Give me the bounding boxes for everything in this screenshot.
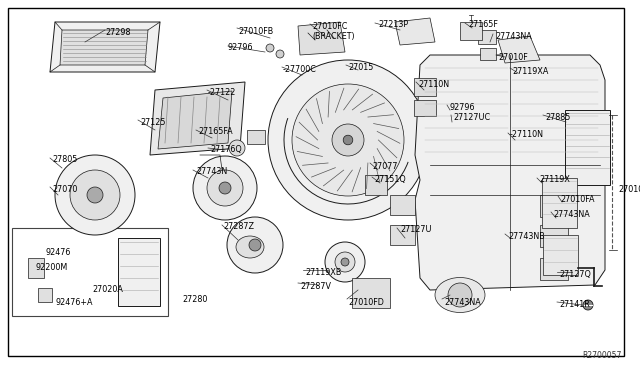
Bar	[414, 78, 436, 96]
Text: 27015: 27015	[348, 63, 373, 72]
Text: 27287Z: 27287Z	[223, 222, 254, 231]
Text: 27885: 27885	[545, 113, 570, 122]
Text: 92476: 92476	[46, 248, 72, 257]
Bar	[38, 288, 52, 302]
Circle shape	[332, 124, 364, 156]
Text: 27077: 27077	[372, 162, 397, 171]
Polygon shape	[415, 55, 605, 290]
Polygon shape	[60, 30, 148, 65]
Polygon shape	[395, 18, 435, 45]
Ellipse shape	[435, 278, 485, 312]
Bar	[478, 30, 496, 44]
Text: 27119X: 27119X	[539, 175, 570, 184]
Text: 92796: 92796	[228, 43, 253, 52]
Text: 27280: 27280	[182, 295, 207, 304]
Text: 27151Q: 27151Q	[374, 175, 406, 184]
Polygon shape	[158, 91, 232, 149]
Bar	[118, 238, 160, 306]
Text: 27110N: 27110N	[418, 80, 449, 89]
Text: -27700C: -27700C	[283, 65, 317, 74]
Circle shape	[70, 170, 120, 220]
Text: 27010: 27010	[618, 185, 640, 194]
Text: 27287V: 27287V	[300, 282, 331, 291]
Text: 27119XA: 27119XA	[512, 67, 548, 76]
Text: 27010FC: 27010FC	[312, 22, 348, 31]
Bar	[247, 130, 265, 144]
Bar	[540, 195, 568, 217]
Polygon shape	[150, 82, 245, 155]
Circle shape	[268, 60, 428, 220]
Text: 92200M: 92200M	[36, 263, 68, 272]
Polygon shape	[298, 22, 345, 55]
Circle shape	[292, 84, 404, 196]
Text: 27127U: 27127U	[400, 225, 431, 234]
Text: 27010FA: 27010FA	[560, 195, 595, 204]
Bar	[542, 178, 577, 228]
Circle shape	[227, 217, 283, 273]
Circle shape	[583, 300, 593, 310]
Text: 27020A: 27020A	[92, 285, 123, 294]
Bar	[540, 258, 568, 280]
Text: 27125: 27125	[140, 118, 166, 127]
Bar	[540, 225, 568, 247]
Polygon shape	[50, 22, 160, 72]
Text: 27165FA: 27165FA	[198, 127, 232, 136]
Text: 27070: 27070	[52, 185, 77, 194]
Text: 27298: 27298	[105, 28, 131, 37]
Bar	[12, 228, 168, 316]
Text: R2700057: R2700057	[582, 351, 622, 360]
Bar	[565, 110, 610, 185]
Circle shape	[207, 170, 243, 206]
Text: 27010F: 27010F	[498, 53, 528, 62]
Text: (BRACKET): (BRACKET)	[312, 32, 355, 41]
Circle shape	[193, 156, 257, 220]
Text: 27743N: 27743N	[196, 167, 227, 176]
Circle shape	[335, 252, 355, 272]
Bar	[480, 48, 496, 60]
Circle shape	[266, 44, 274, 52]
Text: 27141R: 27141R	[559, 300, 589, 309]
Text: 27165F: 27165F	[468, 20, 498, 29]
Text: 27805: 27805	[52, 155, 77, 164]
Circle shape	[55, 155, 135, 235]
Bar	[390, 195, 415, 215]
Bar	[543, 235, 578, 275]
Bar	[365, 175, 387, 195]
Polygon shape	[498, 36, 540, 63]
Circle shape	[276, 50, 284, 58]
Text: 27743NA: 27743NA	[495, 32, 532, 41]
Text: 27127Q: 27127Q	[559, 270, 591, 279]
Circle shape	[249, 239, 261, 251]
Bar	[460, 22, 482, 40]
Text: 27127UC: 27127UC	[453, 113, 490, 122]
Circle shape	[87, 187, 103, 203]
Bar	[414, 100, 436, 116]
Text: 27213P: 27213P	[378, 20, 408, 29]
Text: -27122: -27122	[208, 88, 236, 97]
Bar	[390, 225, 415, 245]
Text: 92476+A: 92476+A	[55, 298, 93, 307]
Bar	[352, 278, 390, 308]
Bar	[28, 258, 44, 278]
Text: 27176Q: 27176Q	[210, 145, 242, 154]
Circle shape	[448, 283, 472, 307]
Circle shape	[229, 140, 245, 156]
Circle shape	[325, 242, 365, 282]
Text: 92796: 92796	[449, 103, 474, 112]
Circle shape	[343, 135, 353, 145]
Text: -27110N: -27110N	[510, 130, 544, 139]
Circle shape	[341, 258, 349, 266]
Text: 27010FD: 27010FD	[348, 298, 384, 307]
Circle shape	[219, 182, 231, 194]
Ellipse shape	[236, 236, 264, 258]
Text: 27010FB: 27010FB	[238, 27, 273, 36]
Text: 27119XB: 27119XB	[305, 268, 341, 277]
Text: 27743NA: 27743NA	[444, 298, 481, 307]
Text: 27743NB: 27743NB	[508, 232, 545, 241]
Text: 27743NA: 27743NA	[553, 210, 589, 219]
